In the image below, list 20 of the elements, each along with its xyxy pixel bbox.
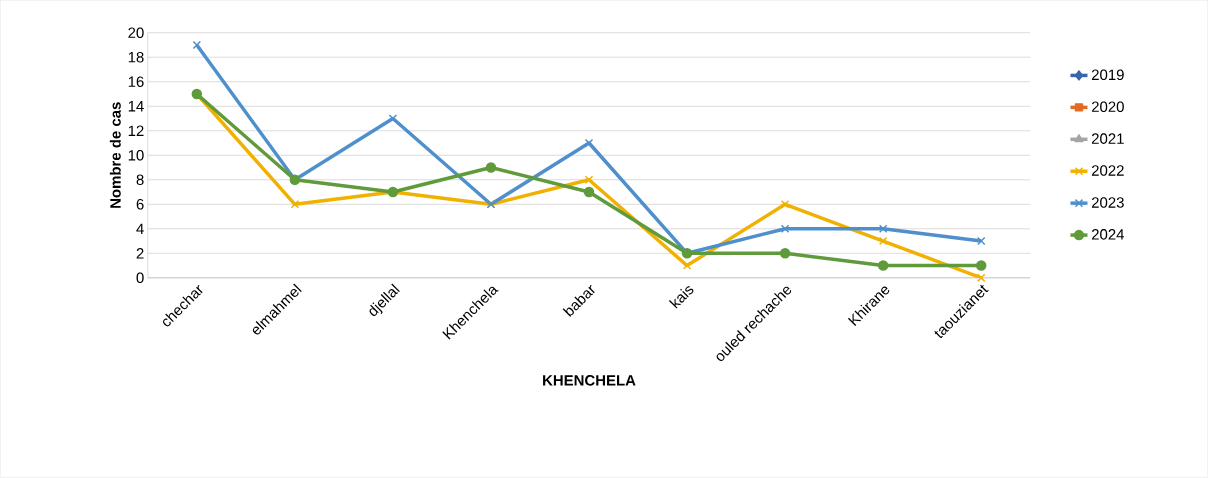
- y-tick-label: 2: [136, 248, 144, 259]
- y-tick-label: 6: [136, 199, 144, 210]
- legend-label: 2022: [1091, 165, 1124, 177]
- y-tick-label: 10: [128, 150, 144, 161]
- legend-label: 2024: [1091, 229, 1125, 240]
- legend-label: 2021: [1091, 133, 1124, 145]
- y-tick-label: 0: [136, 272, 144, 284]
- x-axis-title: KHENCHELA: [543, 375, 636, 386]
- legend-label: 2019: [1091, 69, 1124, 81]
- y-tick-label: 4: [136, 223, 144, 235]
- y-axis-title: Nombre de cas: [109, 102, 121, 209]
- x-tick-label: kais: [668, 286, 694, 309]
- y-tick-label: 16: [128, 76, 144, 88]
- y-tick-label: 20: [128, 27, 144, 39]
- legend-label: 2023: [1091, 197, 1124, 208]
- y-tick-label: 18: [128, 52, 144, 63]
- legend-label: 2020: [1091, 101, 1124, 113]
- y-tick-label: 8: [136, 174, 144, 186]
- y-tick-label: 14: [128, 101, 144, 112]
- y-tick-label: 12: [128, 125, 144, 137]
